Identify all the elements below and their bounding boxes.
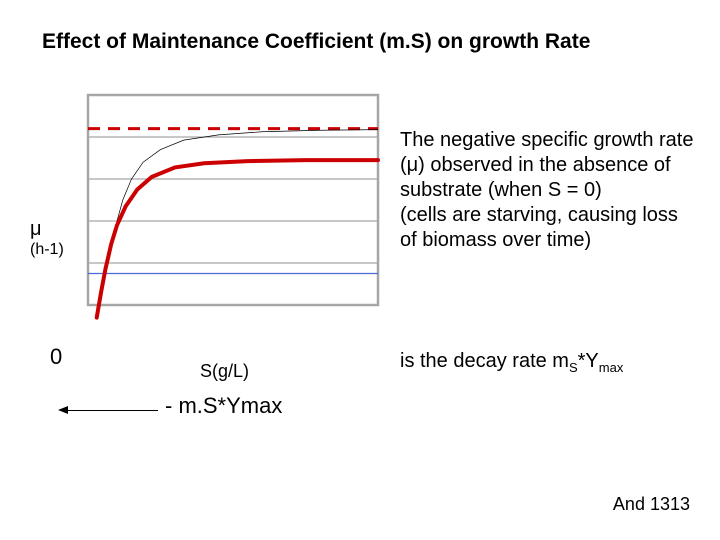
footer-text: And 1313 [613,494,690,515]
annotation-arrow-head [58,406,68,414]
description-text: The negative specific growth rate (μ) ob… [400,128,700,253]
decay-prefix: is the decay rate m [400,350,569,372]
decay-mid: *Y [578,350,599,372]
y-axis-label: μ (h-1) [30,218,64,259]
annotation-arrow-line [68,410,158,411]
decay-annotation: - m.S*Ymax [165,393,282,419]
y-label-mu: μ [30,218,64,241]
decay-rate-text: is the decay rate mS*Ymax [400,350,700,375]
zero-label: 0 [50,344,62,370]
page-title: Effect of Maintenance Coefficient (m.S) … [42,30,590,54]
x-axis-label: S(g/L) [200,361,249,382]
y-label-unit: (h-1) [30,241,64,259]
decay-sub-max: max [599,360,624,375]
growth-rate-chart [88,95,378,305]
decay-sub-s: S [569,360,578,375]
